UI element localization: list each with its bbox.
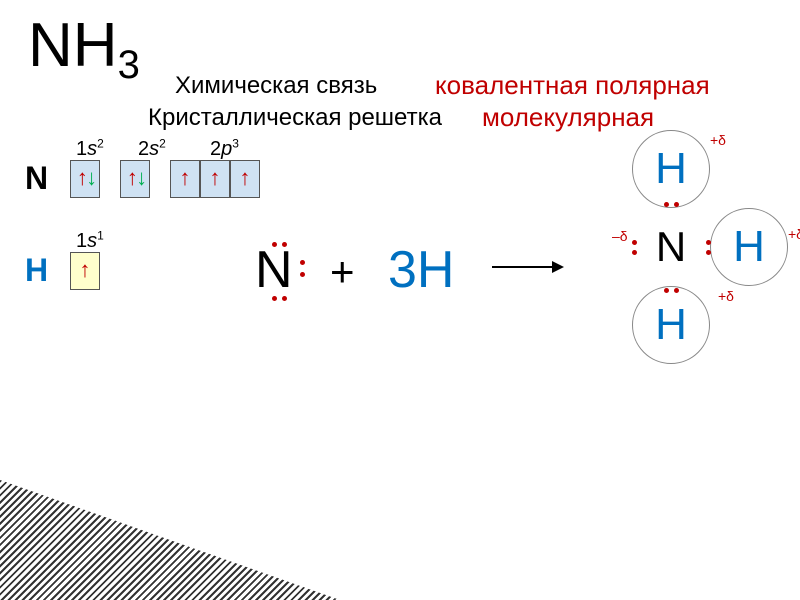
electron-dot (272, 296, 277, 301)
config-n-1s: 1s2 (76, 136, 104, 161)
decorative-wedge (0, 480, 340, 600)
molecule-h-top: H (632, 130, 710, 208)
charge-h-top: +δ (710, 132, 726, 148)
molecule-h-bottom: H (632, 286, 710, 364)
config-n-2s: 2s2 (138, 136, 166, 161)
electron-dot (706, 250, 711, 255)
electron-dot (272, 242, 277, 247)
electron-dot (664, 288, 669, 293)
orbital-box: ↑ (70, 252, 100, 290)
molecule-n-center: N (632, 208, 710, 286)
equation-plus: + (330, 248, 355, 296)
electron-dot (674, 202, 679, 207)
molecule-diagram: H H H N +δ –δ +δ +δ (570, 130, 790, 370)
electron-dot (632, 250, 637, 255)
electron-dot (282, 296, 287, 301)
electron-dot (300, 260, 305, 265)
orbital-box: ↑ (230, 160, 260, 198)
charge-n: –δ (612, 228, 628, 244)
electron-dot (674, 288, 679, 293)
formula-nh3: NH3 (28, 10, 140, 81)
bond-value: ковалентная полярная (435, 70, 710, 101)
config-h-1s: 1s1 (76, 228, 104, 253)
orbital-box: ↑ (200, 160, 230, 198)
equation-n: N (255, 240, 293, 300)
config-n-2p: 2p3 (210, 136, 239, 161)
reaction-arrow (492, 266, 562, 268)
charge-h-right: +δ (788, 226, 800, 242)
orbital-box: ↑ (170, 160, 200, 198)
orbitals-h-row: ↑ (70, 252, 100, 290)
electron-dot (664, 202, 669, 207)
atom-label-h: H (25, 252, 48, 289)
equation-3h: 3H (388, 240, 454, 300)
bond-label: Химическая связь (175, 72, 377, 100)
electron-dot (300, 272, 305, 277)
formula-base: NH (28, 11, 118, 80)
orbital-box: ↑↓ (120, 160, 150, 198)
molecule-h-right: H (710, 208, 788, 286)
electron-dot (282, 242, 287, 247)
orbital-box: ↑↓ (70, 160, 100, 198)
atom-label-n: N (25, 160, 48, 197)
electron-dot (706, 240, 711, 245)
lattice-value: молекулярная (482, 102, 654, 133)
charge-h-bottom: +δ (718, 288, 734, 304)
lattice-label: Кристаллическая решетка (148, 104, 442, 132)
formula-sub: 3 (118, 43, 140, 87)
orbitals-n-row: ↑↓ ↑↓ ↑ ↑ ↑ (70, 160, 260, 198)
electron-dot (632, 240, 637, 245)
